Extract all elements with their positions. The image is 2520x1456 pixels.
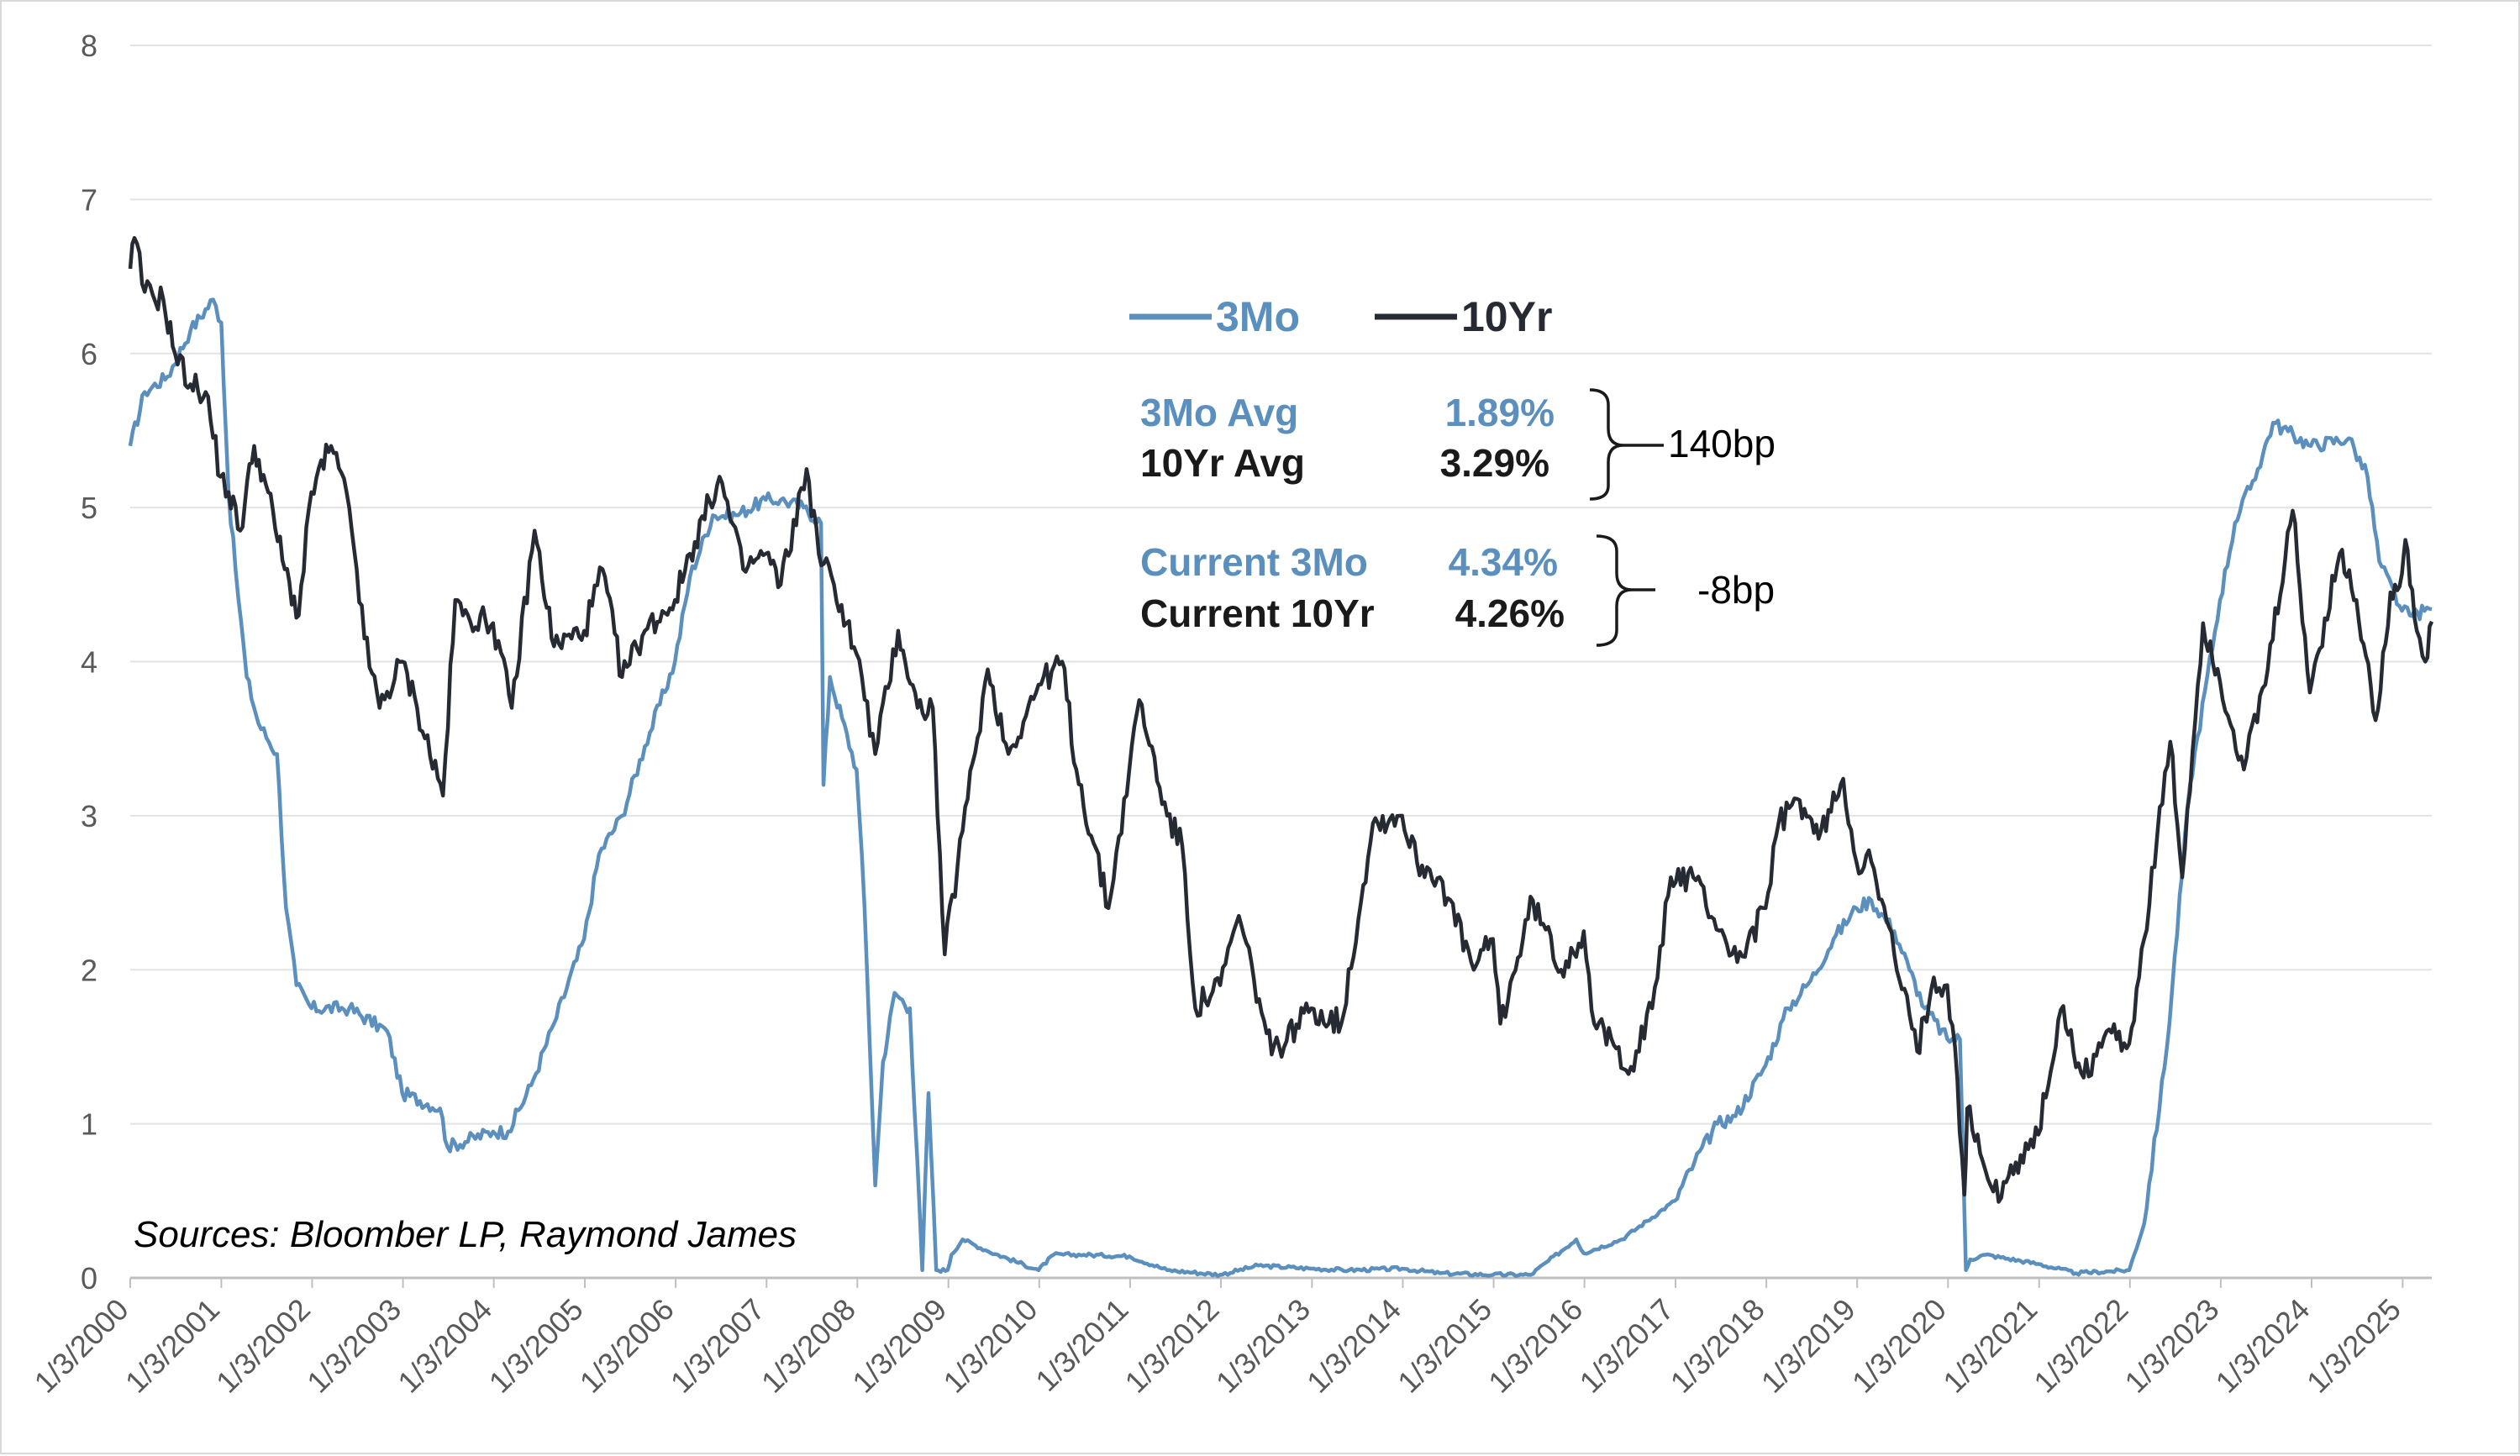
x-tick-label: 1/3/2024 <box>2209 1292 2317 1400</box>
x-tick-label: 1/3/2021 <box>1936 1292 2044 1400</box>
avg-10yr-value: 3.29% <box>1440 441 1549 485</box>
avg-10yr-label: 10Yr Avg <box>1140 441 1305 485</box>
y-tick-label: 7 <box>81 182 97 217</box>
y-tick-label: 4 <box>81 645 97 680</box>
x-tick-label: 1/3/2012 <box>1118 1292 1226 1400</box>
y-tick-label: 6 <box>81 337 97 371</box>
legend-label-3mo: 3Mo <box>1216 293 1300 340</box>
series-lines <box>128 235 2434 1279</box>
y-tick-label: 5 <box>81 491 97 525</box>
y-tick-label: 2 <box>81 953 97 987</box>
x-tick-label: 1/3/2010 <box>936 1292 1044 1400</box>
stats-annotation: 3Mo Avg 1.89% 10Yr Avg 3.29% 140bp Curre… <box>1140 388 1776 647</box>
x-tick-label: 1/3/2018 <box>1664 1292 1771 1400</box>
current-bracket <box>1596 534 1633 647</box>
current-10yr-label: Current 10Yr <box>1140 591 1375 635</box>
x-tick-label: 1/3/2004 <box>391 1292 498 1400</box>
x-tick-label: 1/3/2019 <box>1755 1292 1862 1400</box>
y-tick-label: 1 <box>81 1107 97 1142</box>
current-3mo-label: Current 3Mo <box>1140 540 1368 584</box>
avg-bracket <box>1589 388 1624 501</box>
y-tick-label: 0 <box>81 1261 97 1296</box>
legend: 3Mo 10Yr <box>1129 293 1552 340</box>
x-tick-label: 1/3/2020 <box>1845 1292 1953 1400</box>
x-tick-label: 1/3/2008 <box>755 1292 862 1400</box>
x-tick-label: 1/3/2005 <box>482 1292 590 1400</box>
source-note: Sources: Bloomber LP, Raymond James <box>134 1214 797 1255</box>
x-tick-label: 1/3/2015 <box>1391 1292 1498 1400</box>
legend-label-10yr: 10Yr <box>1461 293 1552 340</box>
series-line-10yr <box>128 235 2434 1204</box>
avg-3mo-value: 1.89% <box>1445 391 1555 434</box>
x-tick-label: 1/3/2009 <box>845 1292 953 1400</box>
current-3mo-value: 4.34% <box>1449 540 1558 584</box>
y-tick-label: 3 <box>81 799 97 833</box>
x-tick-label: 1/3/2000 <box>28 1292 135 1400</box>
x-tick-label: 1/3/2025 <box>2300 1292 2407 1400</box>
x-tick-label: 1/3/2022 <box>2027 1292 2134 1400</box>
series-line-3mo <box>128 297 2433 1279</box>
avg-spread: 140bp <box>1668 422 1776 465</box>
x-tick-label: 1/3/2006 <box>573 1292 681 1400</box>
current-spread: -8bp <box>1697 568 1775 612</box>
x-axis: 1/3/20001/3/20011/3/20021/3/20031/3/2004… <box>28 1278 2407 1400</box>
x-tick-label: 1/3/2001 <box>118 1292 226 1400</box>
x-tick-label: 1/3/2002 <box>209 1292 317 1400</box>
y-axis: 0 1 2 3 4 5 6 7 8 <box>81 29 97 1296</box>
y-tick-label: 8 <box>81 29 97 63</box>
x-tick-label: 1/3/2017 <box>1573 1292 1681 1400</box>
x-tick-label: 1/3/2014 <box>1300 1292 1407 1400</box>
x-tick-label: 1/3/2007 <box>664 1292 771 1400</box>
x-tick-label: 1/3/2003 <box>300 1292 408 1400</box>
avg-3mo-label: 3Mo Avg <box>1140 391 1298 434</box>
x-tick-label: 1/3/2016 <box>1481 1292 1589 1400</box>
gridlines <box>130 45 2432 1280</box>
x-tick-label: 1/3/2023 <box>2118 1292 2225 1400</box>
current-10yr-value: 4.26% <box>1455 591 1565 635</box>
x-tick-label: 1/3/2013 <box>1209 1292 1317 1400</box>
x-tick-label: 1/3/2011 <box>1029 1292 1134 1398</box>
